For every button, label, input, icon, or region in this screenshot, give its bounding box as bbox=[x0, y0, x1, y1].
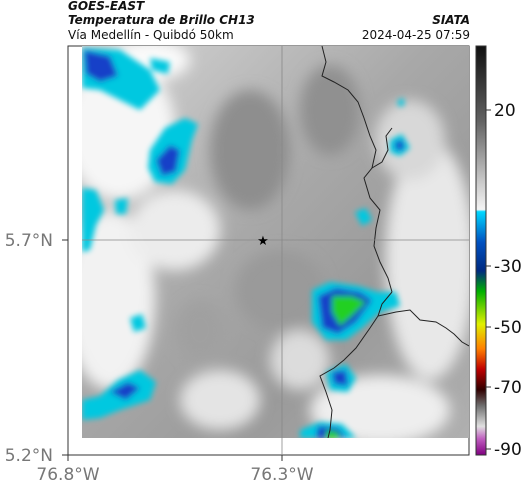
colorbar bbox=[475, 45, 487, 456]
satellite-name: GOES-EAST bbox=[68, 0, 145, 13]
star-icon: ★ bbox=[257, 234, 269, 249]
colorbar-tick-minus30: -30 bbox=[494, 257, 522, 277]
colorbar-tick-minus50: -50 bbox=[494, 318, 522, 338]
lon-label-76.3: 76.3°W bbox=[250, 465, 313, 485]
route-subtitle: Vía Medellín - Quibdó 50km bbox=[68, 28, 234, 42]
lon-label-76.8: 76.8°W bbox=[36, 465, 99, 485]
lat-label-5.2: 5.2°N bbox=[5, 446, 53, 466]
department-borders bbox=[319, 46, 469, 438]
brightness-temperature-field bbox=[82, 46, 469, 438]
product-title: Temperatura de Brillo CH13 bbox=[68, 13, 255, 27]
cold-cloud-cells bbox=[82, 48, 410, 438]
organization-label: SIATA bbox=[432, 13, 470, 27]
datetime-label: 2024-04-25 07:59 bbox=[361, 28, 470, 42]
colorbar-tick-20: 20 bbox=[494, 101, 516, 121]
colorbar-tick-minus70: -70 bbox=[494, 378, 522, 398]
colorbar-tick-minus90: -90 bbox=[494, 440, 522, 460]
lat-label-5.7: 5.7°N bbox=[5, 231, 53, 251]
